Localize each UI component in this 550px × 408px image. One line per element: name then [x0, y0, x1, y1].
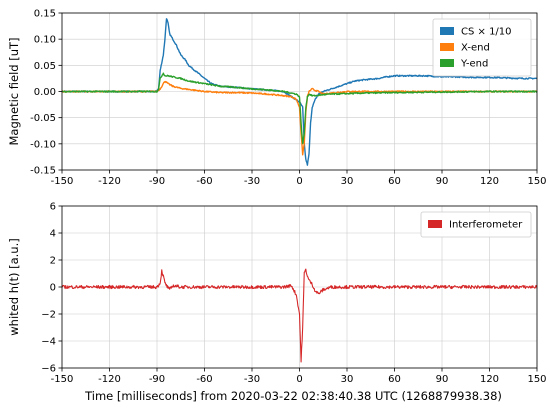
y-tick-label: -0.05	[30, 113, 56, 124]
y-tick-label: 2	[50, 256, 56, 267]
series-group-bottom	[61, 268, 538, 363]
legend-swatch	[428, 220, 442, 228]
y-ticks-bottom: −6 −4 −2 0 2 4 6	[41, 202, 62, 375]
legend-top: CS × 1/10 X-end Y-end	[432, 18, 532, 77]
x-tick-label: 60	[388, 176, 401, 187]
x-tick-label: 90	[436, 176, 449, 187]
series-group-top	[61, 18, 538, 166]
x-tick-label: 0	[296, 374, 302, 385]
x-tick-label: 150	[527, 176, 546, 187]
magnetic-field-plot: -150 -120 -90 -60 -30 0 30 60 90 120 150 -0.15-0.1…	[7, 9, 547, 188]
legend-label: Interferometer	[449, 220, 523, 231]
x-tick-label: 150	[527, 374, 546, 385]
y-tick-label: 0.05	[34, 61, 56, 72]
x-axis-label-bottom: Time [milliseconds] from 2020-03-22 02:3…	[84, 389, 502, 403]
x-tick-label: -90	[149, 374, 165, 385]
legend-bottom: Interferometer	[420, 211, 532, 238]
x-tick-label: 120	[480, 176, 499, 187]
x-ticks-top: -150 -120 -90 -60 -30 0 30 60 90 120 150	[51, 170, 547, 187]
series-line-interferometer	[61, 268, 538, 363]
x-tick-label: -90	[149, 176, 165, 187]
x-tick-label: 120	[480, 374, 499, 385]
x-tick-label: -150	[51, 374, 74, 385]
x-tick-label: -120	[98, 176, 121, 187]
x-tick-label: -120	[98, 374, 121, 385]
y-tick-label: 0.15	[34, 9, 56, 20]
y-tick-label: −6	[41, 364, 56, 375]
legend-label: CS × 1/10	[461, 27, 512, 38]
x-ticks-bottom: -150 -120 -90 -60 -30 0 30 60 90 120 150	[51, 368, 547, 385]
legend-box	[420, 211, 532, 238]
whitened-strain-plot: -150 -120 -90 -60 -30 0 30 60 90 120 150 −6 −4 −2 0 2 4…	[7, 202, 547, 404]
y-axis-label-top: Magnetic field [uT]	[7, 37, 21, 145]
x-tick-label: 90	[436, 374, 449, 385]
y-tick-label: 4	[50, 229, 56, 240]
legend-label: Y-end	[460, 59, 488, 70]
y-ticks-top: -0.15 -0.10 -0.05 0.00 0.05 0.10 0.15	[30, 9, 62, 177]
x-tick-label: -30	[244, 176, 260, 187]
y-tick-label: 0.10	[34, 35, 56, 46]
x-tick-label: -60	[196, 374, 212, 385]
x-tick-label: 60	[388, 374, 401, 385]
legend-swatch	[440, 27, 454, 35]
y-tick-label: 6	[50, 202, 56, 213]
y-axis-label-bottom: whited h(t) [a.u.]	[7, 238, 21, 335]
x-tick-label: 30	[341, 374, 354, 385]
x-tick-label: -60	[196, 176, 212, 187]
y-tick-label: 0.00	[34, 87, 56, 98]
y-tick-label: 0	[50, 283, 56, 294]
legend-swatch	[440, 43, 454, 51]
x-tick-label: -150	[51, 176, 74, 187]
x-tick-label: 0	[296, 176, 302, 187]
legend-label: X-end	[461, 43, 490, 54]
legend-swatch	[440, 59, 454, 67]
series-line-y-end	[61, 72, 538, 145]
x-tick-label: -30	[244, 374, 260, 385]
y-tick-label: -0.10	[30, 139, 56, 150]
y-tick-label: −4	[41, 337, 56, 348]
x-tick-label: 30	[341, 176, 354, 187]
y-tick-label: -0.15	[30, 166, 56, 177]
y-tick-label: −2	[41, 310, 56, 321]
legend-box	[432, 18, 532, 77]
